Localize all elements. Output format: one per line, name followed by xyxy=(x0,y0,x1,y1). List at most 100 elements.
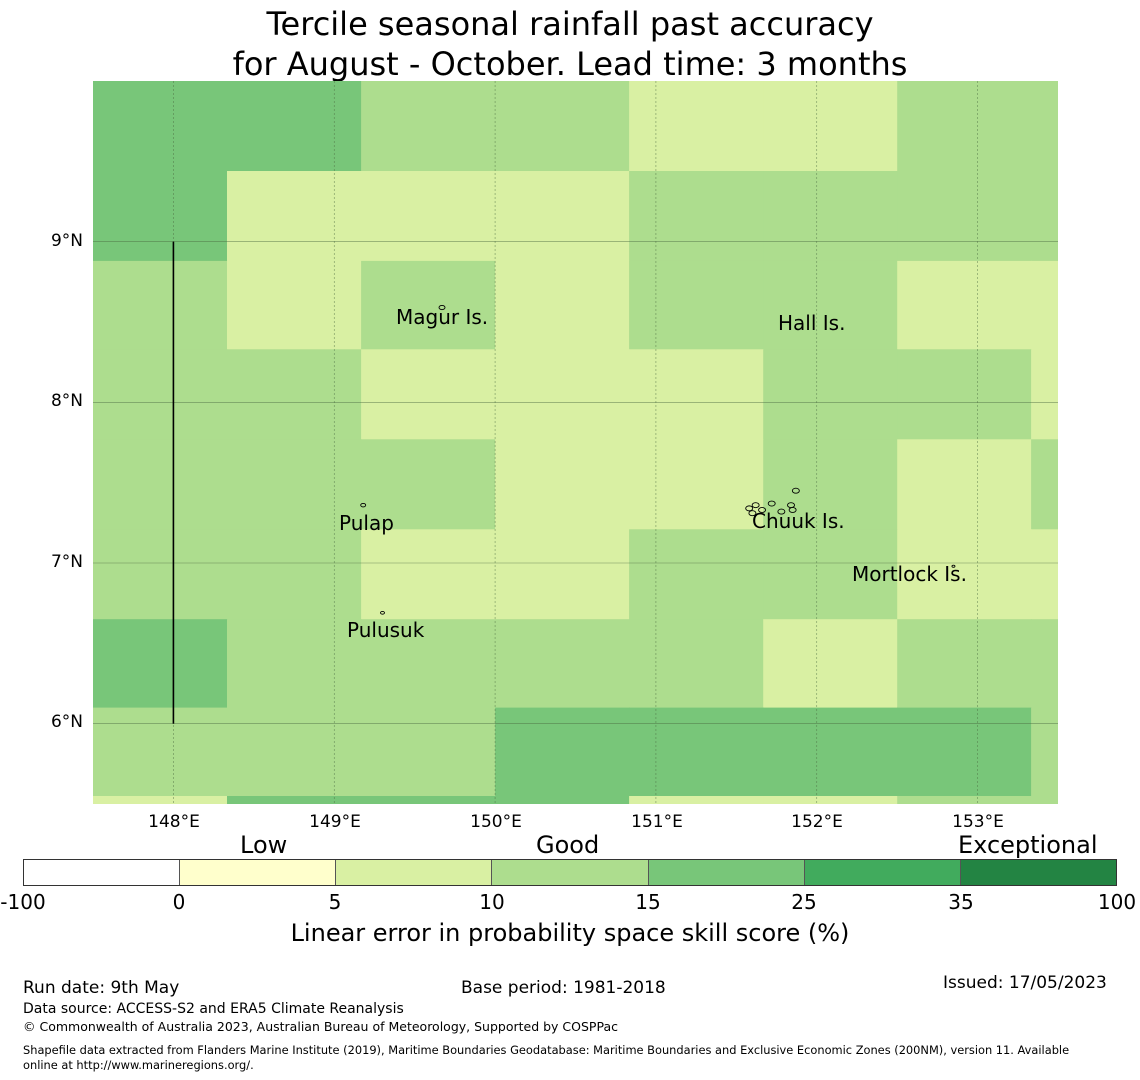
grid-cell xyxy=(1031,707,1058,797)
place-label-magur: Magur Is. xyxy=(396,305,489,329)
grid-cell xyxy=(1031,349,1058,440)
lat-tick-7n: 7°N xyxy=(50,552,83,572)
copyright-notice: © Commonwealth of Australia 2023, Austra… xyxy=(23,1019,618,1034)
lon-tick-150e: 150°E xyxy=(470,812,522,832)
lon-tick-148e: 148°E xyxy=(148,812,200,832)
grid-cell xyxy=(1031,619,1058,709)
base-period: Base period: 1981-2018 xyxy=(461,978,666,998)
grid-cell xyxy=(629,171,764,262)
place-label-chuuk: Chuuk Is. xyxy=(752,509,845,533)
colorbar-tick: -100 xyxy=(0,890,46,914)
grid-cell xyxy=(361,81,496,172)
grid-cell xyxy=(495,707,630,797)
map-grid xyxy=(93,81,1058,804)
island-outline-chuuk xyxy=(791,487,800,494)
skill-score-map[interactable] xyxy=(93,81,1058,804)
grid-cell xyxy=(897,349,1032,440)
grid-cell xyxy=(763,529,898,620)
grid-cell xyxy=(361,796,496,804)
grid-cell xyxy=(763,439,898,530)
grid-cell xyxy=(93,619,228,709)
grid-cell xyxy=(495,260,630,350)
lon-tick-152e: 152°E xyxy=(791,812,843,832)
grid-cell xyxy=(495,439,630,530)
shapefile-credit-line1: Shapefile data extracted from Flanders M… xyxy=(23,1043,1070,1057)
colorbar-tick: 5 xyxy=(328,890,342,914)
grid-cell xyxy=(93,260,228,350)
grid-cell xyxy=(763,707,898,797)
lat-tick-6n: 6°N xyxy=(50,712,83,732)
grid-cell xyxy=(361,529,496,620)
grid-cell xyxy=(629,529,764,620)
lon-tick-151e: 151°E xyxy=(631,812,683,832)
grid-cell xyxy=(495,796,630,804)
grid-cell xyxy=(1031,529,1058,620)
legend-category-good: Good xyxy=(536,831,600,859)
map-title-line1: Tercile seasonal rainfall past accuracy xyxy=(266,5,874,43)
grid-cell xyxy=(629,796,764,804)
grid-cell xyxy=(361,349,496,440)
colorbar-swatch-25-35 xyxy=(804,860,961,885)
grid-cell xyxy=(495,349,630,440)
grid-cell xyxy=(1031,796,1058,804)
grid-cell xyxy=(763,349,898,440)
grid-cell xyxy=(93,796,228,804)
lat-tick-9n: 9°N xyxy=(50,231,83,251)
island-outline xyxy=(360,502,367,508)
grid-cell xyxy=(361,171,496,262)
island-outline-chuuk xyxy=(767,500,776,507)
grid-cell xyxy=(897,439,1032,530)
grid-cell xyxy=(93,171,228,262)
colorbar-swatch-0-5 xyxy=(180,860,337,885)
colorbar-tick: 100 xyxy=(1097,890,1137,914)
colorbar-tick: 15 xyxy=(635,890,661,914)
island-outline-chuuk xyxy=(745,505,754,512)
place-label-pulusuk: Pulusuk xyxy=(347,618,425,642)
grid-cell xyxy=(897,707,1032,797)
grid-cell xyxy=(897,619,1032,709)
grid-cell xyxy=(361,439,496,530)
colorbar-swatch-neg xyxy=(24,860,181,885)
island-outline xyxy=(951,564,956,568)
grid-cell xyxy=(361,619,496,709)
place-label-mortlock: Mortlock Is. xyxy=(852,562,967,586)
data-source: Data source: ACCESS-S2 and ERA5 Climate … xyxy=(23,1001,404,1017)
colorbar-tick: 35 xyxy=(948,890,974,914)
grid-cell xyxy=(495,81,630,172)
colorbar-swatch-10-15 xyxy=(492,860,649,885)
colorbar-tick: 0 xyxy=(172,890,186,914)
island-outline-chuuk xyxy=(748,510,757,517)
grid-cell xyxy=(763,619,898,709)
grid-cell xyxy=(763,81,898,172)
grid-cell xyxy=(1031,260,1058,350)
island-outline xyxy=(438,304,446,311)
place-label-hall: Hall Is. xyxy=(778,311,846,335)
place-label-pulap: Pulap xyxy=(339,511,394,535)
grid-cell xyxy=(763,171,898,262)
grid-cell xyxy=(93,707,228,797)
lon-tick-149e: 149°E xyxy=(309,812,361,832)
grid-cell xyxy=(227,81,362,172)
grid-cell xyxy=(93,349,228,440)
colorbar-swatch-15-25 xyxy=(648,860,805,885)
grid-cell xyxy=(93,439,228,530)
grid-cell xyxy=(629,439,764,530)
run-date: Run date: 9th May xyxy=(23,978,180,998)
grid-cell xyxy=(361,707,496,797)
grid-cell xyxy=(897,81,1032,172)
grid-cell xyxy=(227,796,362,804)
map-title-line2: for August - October. Lead time: 3 month… xyxy=(232,45,908,83)
grid-cell xyxy=(227,619,362,709)
legend-category-exceptional: Exceptional xyxy=(958,831,1098,859)
shapefile-credit-line2: online at http://www.marineregions.org/. xyxy=(23,1058,254,1072)
grid-cell xyxy=(227,171,362,262)
grid-cell xyxy=(227,439,362,530)
island-outline-chuuk xyxy=(758,507,767,513)
grid-cell xyxy=(361,260,496,350)
colorbar-swatch-35-100 xyxy=(960,860,1116,885)
grid-cell xyxy=(227,349,362,440)
colorbar-swatch-5-10 xyxy=(336,860,493,885)
island-outline xyxy=(380,610,385,615)
grid-cell xyxy=(629,707,764,797)
grid-cell xyxy=(227,707,362,797)
